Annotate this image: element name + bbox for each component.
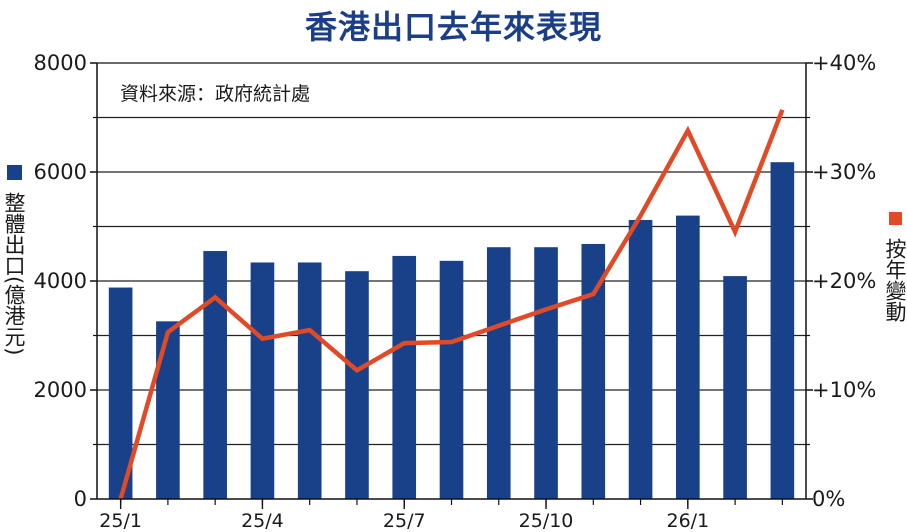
bar <box>297 262 322 499</box>
x-axis-ticks: 25/1 25/4 25/7 25/10 26/1 <box>99 499 783 532</box>
bar <box>392 255 417 499</box>
right-axis-ticks: 0% +10% +20% +30% +40% <box>806 51 876 511</box>
bar <box>581 243 606 499</box>
bar <box>628 219 653 499</box>
bar <box>534 247 558 499</box>
left-tick-label: 4000 <box>34 269 87 293</box>
bar <box>486 247 511 499</box>
chart-title: 香港出口去年來表現 <box>304 8 602 46</box>
bar <box>203 251 227 499</box>
bar <box>770 162 795 499</box>
legend-swatch-yoy <box>889 212 902 225</box>
left-tick-label: 2000 <box>34 378 87 402</box>
right-tick-label: +20% <box>812 269 876 293</box>
line-series <box>118 109 785 500</box>
left-tick-label: 6000 <box>34 160 87 184</box>
source-annotation: 資料來源：政府統計處 <box>120 83 310 105</box>
right-tick-label: +40% <box>812 51 876 75</box>
left-axis-ticks: 0 2000 4000 6000 8000 <box>34 51 97 511</box>
bar <box>108 287 133 499</box>
x-tick-label: 25/7 <box>383 510 426 532</box>
right-tick-label: +30% <box>812 160 876 184</box>
x-tick-label: 25/10 <box>519 510 574 532</box>
bar <box>345 271 369 499</box>
x-tick-label: 25/4 <box>241 510 284 532</box>
left-tick-label: 0 <box>74 487 87 511</box>
bar <box>676 215 700 499</box>
x-tick-label: 26/1 <box>666 510 709 532</box>
bar <box>439 260 464 499</box>
left-axis-label: 整體出口(億港元) <box>2 192 26 355</box>
bar <box>156 321 180 499</box>
bar <box>250 262 275 499</box>
right-tick-label: 0% <box>812 487 845 511</box>
bar <box>723 276 747 499</box>
legend-swatch-exports <box>7 165 22 180</box>
x-tick-label: 25/1 <box>99 510 142 532</box>
left-tick-label: 8000 <box>34 51 87 75</box>
right-tick-label: +10% <box>812 378 876 402</box>
bar-series <box>108 162 795 499</box>
right-axis-label: 按年變動 <box>883 238 907 322</box>
